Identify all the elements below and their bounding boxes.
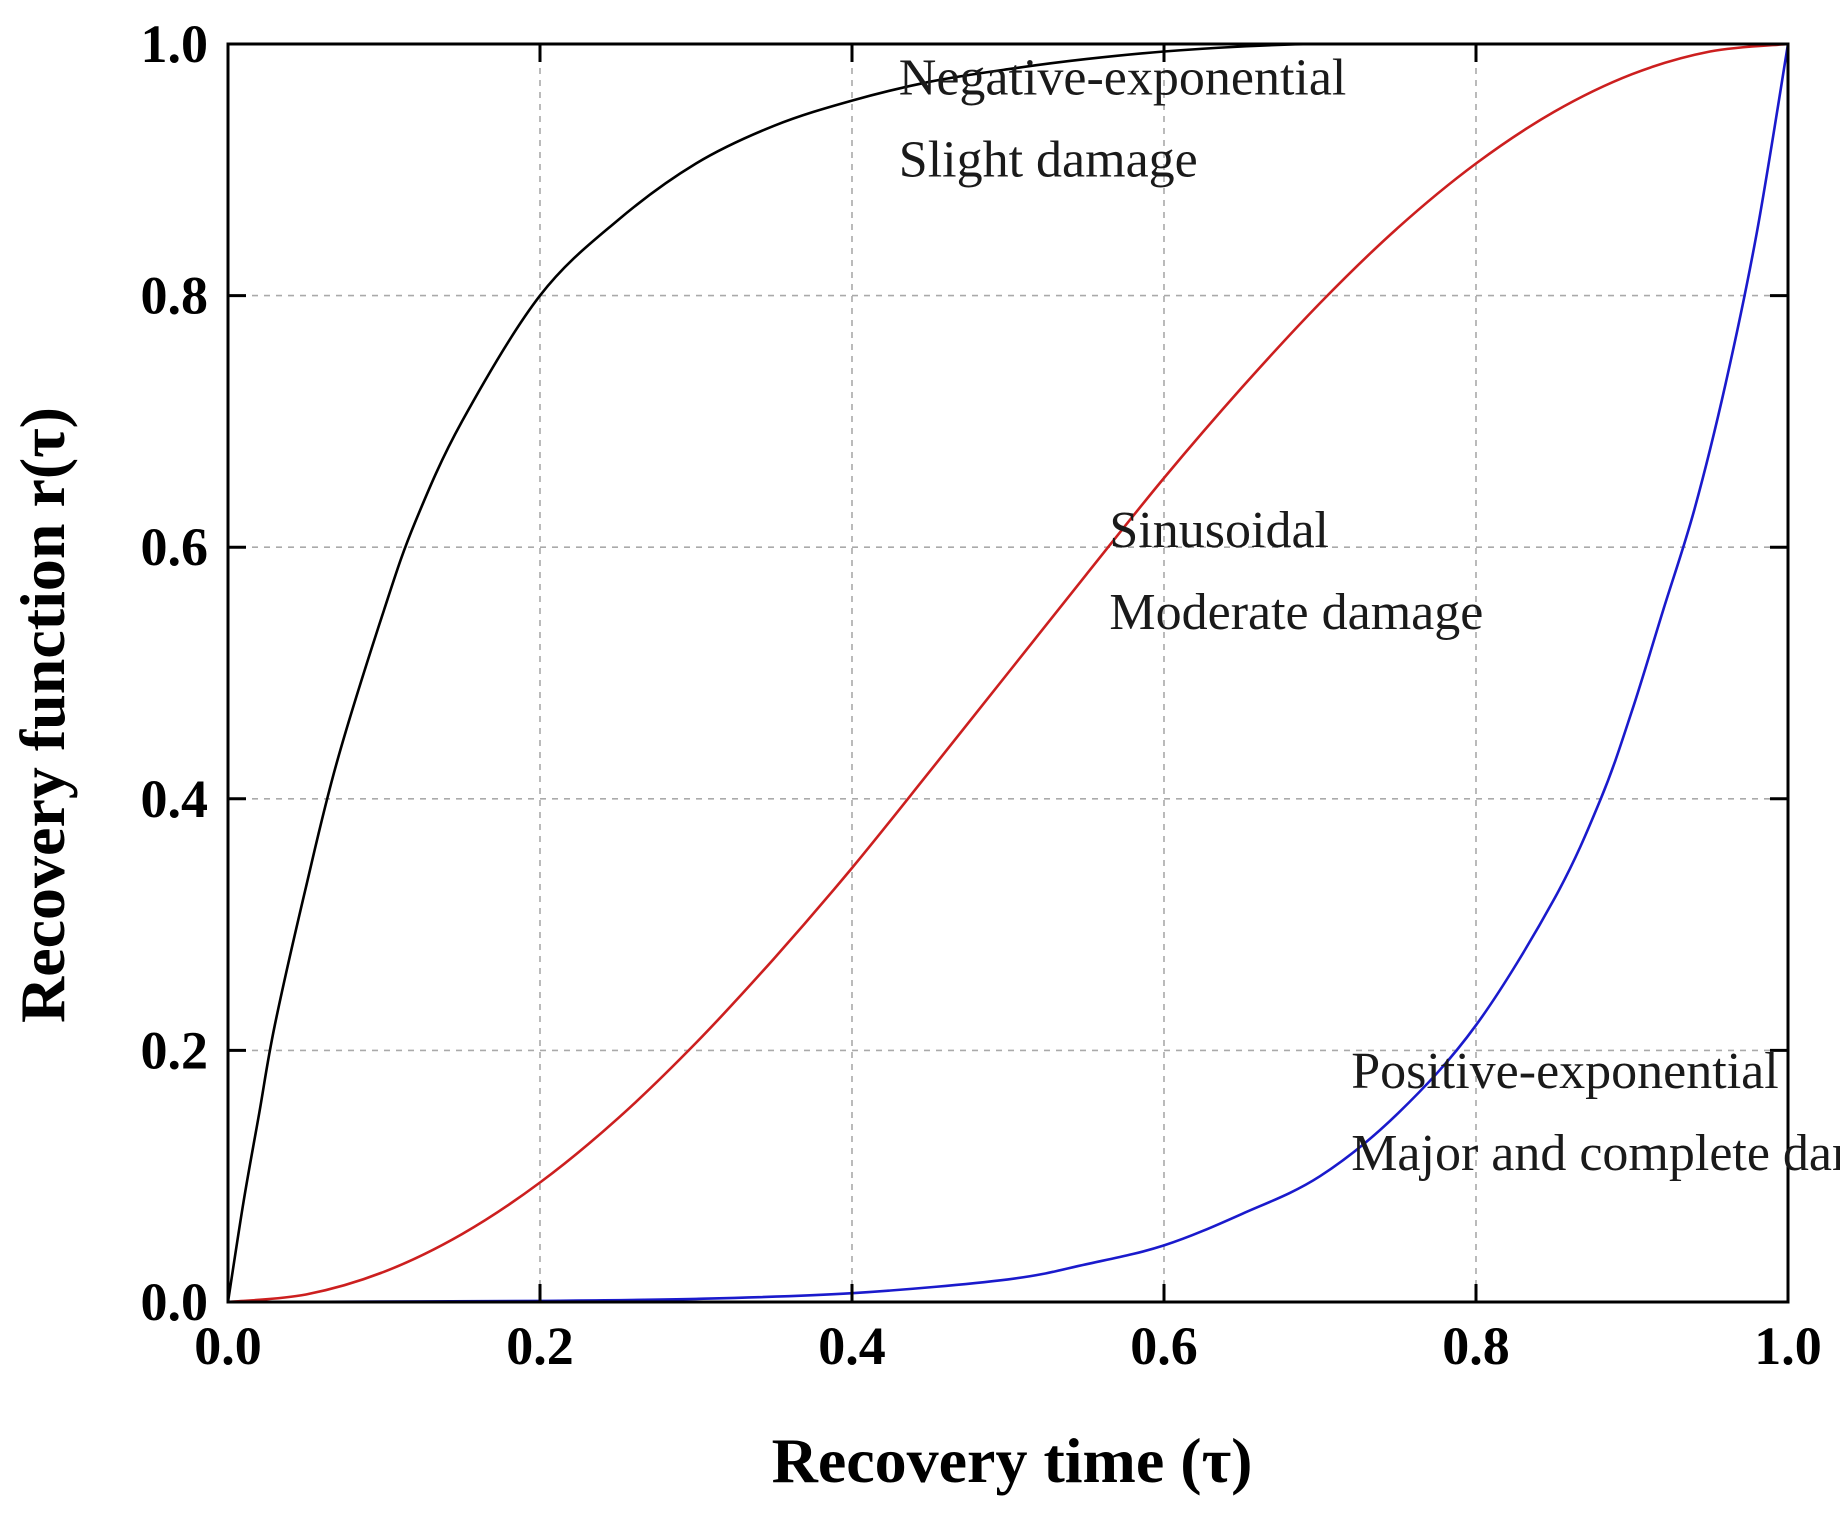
x-axis-title: Recovery time (τ)	[772, 1425, 1253, 1496]
series-line-sinusoidal	[226, 42, 1790, 1304]
y-axis-title: Recovery function r(τ)	[7, 407, 78, 1023]
y-tick-label: 0.4	[141, 769, 209, 829]
annotation-line: Negative-exponential	[899, 49, 1347, 106]
curve-annotations: Negative-exponential Slight damage Sinusoi…	[899, 49, 1840, 1182]
y-tick-label: 0.8	[141, 266, 209, 326]
y-tick-label: 0.2	[141, 1020, 209, 1080]
x-tick-labels: 0.0 0.2 0.4 0.6 0.8 1.0	[194, 1316, 1822, 1376]
y-tick-labels: 0.0 0.2 0.4 0.6 0.8 1.0	[141, 14, 209, 1332]
annotation-line: Major and complete damage	[1351, 1125, 1840, 1182]
annotation-line: Slight damage	[899, 131, 1198, 188]
x-tick-label: 1.0	[1754, 1316, 1822, 1376]
y-tick-label: 0.0	[141, 1272, 209, 1332]
grid-lines	[228, 44, 1788, 1302]
plot-frame	[226, 42, 1790, 1304]
annotation-line: Moderate damage	[1109, 584, 1483, 641]
x-tick-label: 0.8	[1442, 1316, 1510, 1376]
series-line-positive-exponential	[226, 42, 1790, 1304]
x-tick-label: 0.4	[818, 1316, 886, 1376]
y-tick-label: 1.0	[141, 14, 209, 74]
annotation-line: Positive-exponential	[1351, 1043, 1778, 1100]
y-tick-label: 0.6	[141, 517, 209, 577]
series-lines	[226, 42, 1790, 1304]
x-tick-label: 0.0	[194, 1316, 262, 1376]
x-tick-label: 0.6	[1130, 1316, 1198, 1376]
axis-ticks	[226, 42, 1790, 1304]
x-tick-label: 0.2	[506, 1316, 574, 1376]
annotation-line: Sinusoidal	[1109, 502, 1329, 559]
